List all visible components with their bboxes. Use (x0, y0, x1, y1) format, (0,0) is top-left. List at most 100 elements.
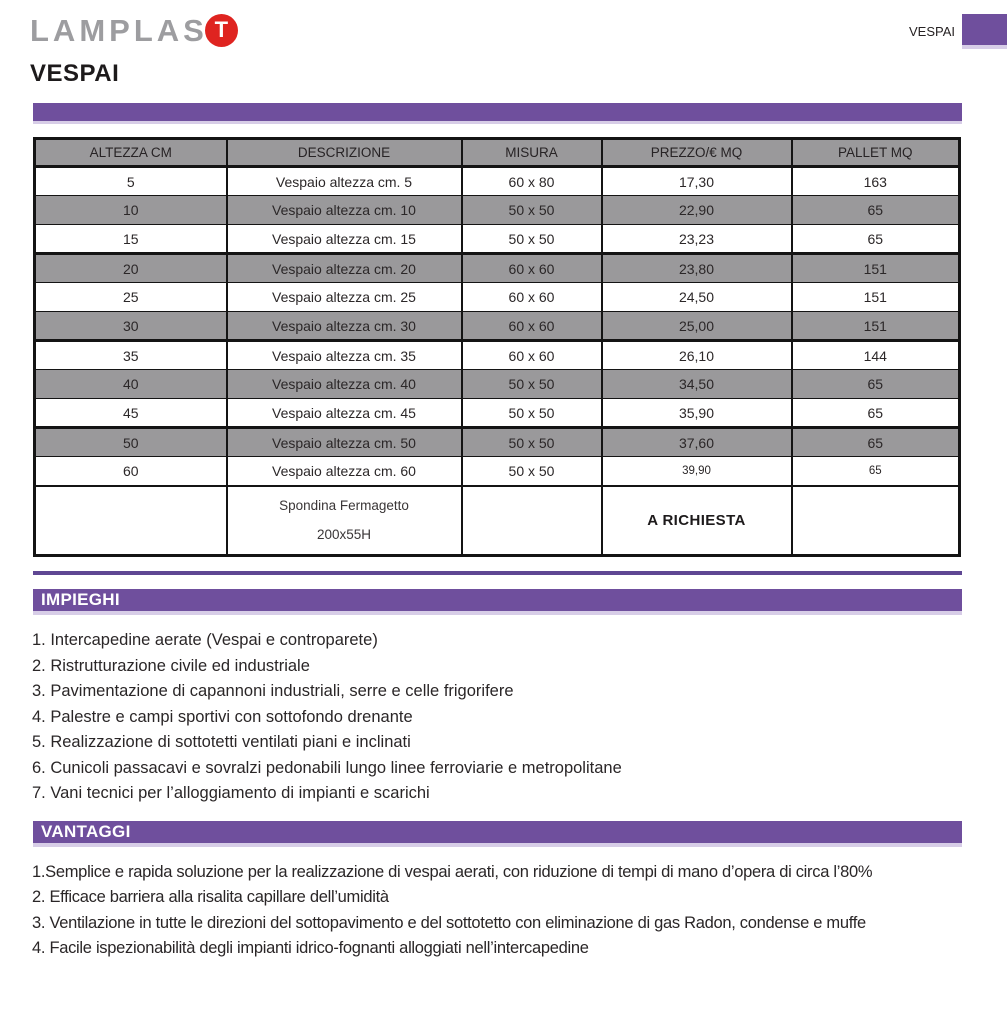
cell-prezzo: 26,10 (600, 339, 793, 370)
spondina-line2: 200x55H (316, 527, 372, 543)
table-row: 10 Vespaio altezza cm. 10 50 x 50 22,90 65 (33, 195, 961, 225)
cell-pallet: 65 (790, 456, 961, 486)
cell-prezzo: 25,00 (600, 311, 793, 341)
table-row: 5 Vespaio altezza cm. 5 60 x 80 17,30 163 (33, 166, 961, 196)
cell-misura: 50 x 50 (460, 456, 603, 486)
cell-altezza: 25 (33, 282, 228, 312)
table-row: 40 Vespaio altezza cm. 40 50 x 50 34,50 65 (33, 369, 961, 399)
cell-pallet: 65 (790, 369, 961, 399)
cell-misura: 50 x 50 (460, 224, 603, 254)
price-table: ALTEZZA CM DESCRIZIONE MISURA PREZZO/€ MQ PA… (33, 137, 961, 557)
cell-pallet: 151 (790, 252, 961, 283)
cell-descrizione: Vespaio altezza cm. 20 (225, 252, 463, 283)
cell-prezzo: 17,30 (600, 166, 793, 196)
impieghi-header-bar: IMPIEGHI (33, 589, 962, 615)
cell-descrizione: Vespaio altezza cm. 5 (225, 166, 463, 196)
logo-t-badge-icon: T (204, 13, 238, 47)
cell-descrizione: Vespaio altezza cm. 40 (225, 369, 463, 399)
list-item: 3. Ventilazione in tutte le direzioni de… (32, 913, 866, 932)
cell-altezza: 15 (33, 224, 228, 254)
table-row: 20 Vespaio altezza cm. 20 60 x 60 23,80 151 (33, 252, 961, 283)
page-corner-tab: VESPAI (909, 14, 1007, 49)
column-header: PALLET MQ (790, 137, 961, 168)
cell-prezzo: 24,50 (600, 282, 793, 312)
vantaggi-title: VANTAGGI (41, 821, 131, 841)
vantaggi-list: 1.Semplice e rapida soluzione per la rea… (32, 860, 997, 962)
cell-prezzo: 23,80 (600, 252, 793, 283)
cell-descrizione: Vespaio altezza cm. 30 (225, 311, 463, 341)
cell-descrizione: Vespaio altezza cm. 60 (225, 456, 463, 486)
cell-pallet: 151 (790, 311, 961, 341)
table-header-row: ALTEZZA CM DESCRIZIONE MISURA PREZZO/€ MQ PA… (33, 137, 961, 168)
vantaggi-header-bar: VANTAGGI (33, 820, 962, 847)
cell-descrizione-spondina: Spondina Fermagetto 200x55H (225, 484, 463, 556)
table-row: 30 Vespaio altezza cm. 30 60 x 60 25,00 151 (33, 311, 961, 341)
table-row-spondina: Spondina Fermagetto 200x55H A RICHIESTA (33, 484, 961, 556)
a-richiesta-label: A RICHIESTA (647, 511, 746, 529)
cell-pallet-empty (790, 484, 961, 556)
cell-misura: 50 x 50 (460, 369, 603, 399)
list-item: 4. Facile ispezionabilità degli impianti… (32, 939, 589, 957)
cell-altezza: 10 (33, 195, 228, 225)
cell-altezza: 50 (33, 426, 228, 457)
spondina-line1: Spondina Fermagetto (279, 497, 409, 513)
table-row: 25 Vespaio altezza cm. 25 60 x 60 24,50 151 (33, 282, 961, 312)
cell-altezza: 40 (33, 369, 228, 399)
cell-descrizione: Vespaio altezza cm. 15 (225, 224, 463, 254)
section-divider-rule (33, 571, 962, 575)
cell-misura: 60 x 60 (460, 282, 603, 312)
cell-descrizione: Vespaio altezza cm. 25 (225, 282, 463, 312)
cell-pallet: 65 (790, 426, 961, 457)
cell-misura: 60 x 80 (460, 166, 603, 196)
cell-misura: 50 x 50 (460, 426, 603, 457)
title-underline-bar (33, 103, 962, 124)
cell-prezzo-spondina: A RICHIESTA (600, 484, 793, 556)
impieghi-list: 1. Intercapedine aerate (Vespai e contro… (32, 628, 997, 807)
table-row: 50 Vespaio altezza cm. 50 50 x 50 37,60 65 (33, 426, 961, 457)
cell-prezzo: 23,23 (600, 224, 793, 254)
cell-misura: 50 x 50 (460, 195, 603, 225)
cell-altezza: 5 (33, 166, 228, 196)
list-item: 2. Ristrutturazione civile ed industrial… (32, 656, 310, 675)
cell-descrizione: Vespaio altezza cm. 45 (225, 398, 463, 428)
list-item: 1. Intercapedine aerate (Vespai e contro… (32, 631, 378, 649)
cell-altezza: 35 (33, 339, 228, 370)
logo-wordmark: LAMPLAS (30, 13, 208, 48)
corner-purple-box (962, 14, 1007, 49)
list-item: 4. Palestre e campi sportivi con sottofo… (32, 707, 413, 726)
cell-altezza: 60 (33, 456, 228, 486)
cell-misura: 60 x 60 (460, 252, 603, 283)
lamplast-logo: LAMPLAS T (30, 13, 238, 48)
table-row: 60 Vespaio altezza cm. 60 50 x 50 39,90 65 (33, 456, 961, 486)
cell-misura: 60 x 60 (460, 311, 603, 341)
cell-descrizione: Vespaio altezza cm. 10 (225, 195, 463, 225)
cell-pallet: 151 (790, 282, 961, 312)
impieghi-title: IMPIEGHI (41, 590, 120, 609)
column-header: MISURA (460, 137, 603, 168)
cell-prezzo: 34,50 (600, 369, 793, 399)
cell-prezzo: 39,90 (600, 456, 793, 486)
cell-pallet: 144 (790, 339, 961, 370)
cell-prezzo: 22,90 (600, 195, 793, 225)
cell-pallet: 163 (790, 166, 961, 196)
table-row: 45 Vespaio altezza cm. 45 50 x 50 35,90 65 (33, 398, 961, 428)
cell-altezza: 20 (33, 252, 228, 283)
cell-misura: 60 x 60 (460, 339, 603, 370)
list-item: 5. Realizzazione di sottotetti ventilati… (32, 733, 411, 751)
corner-label: VESPAI (908, 24, 955, 39)
page-title: VESPAI (30, 60, 120, 87)
table-row: 15 Vespaio altezza cm. 15 50 x 50 23,23 65 (33, 224, 961, 254)
cell-altezza: 45 (33, 398, 228, 428)
cell-misura-empty (460, 484, 603, 556)
cell-altezza: 30 (33, 311, 228, 341)
cell-prezzo: 35,90 (600, 398, 793, 428)
cell-prezzo: 37,60 (600, 426, 793, 457)
cell-pallet: 65 (790, 224, 961, 254)
cell-altezza-empty (33, 484, 228, 556)
list-item: 3. Pavimentazione di capannoni industria… (32, 682, 514, 700)
cell-pallet: 65 (790, 195, 961, 225)
cell-pallet: 65 (790, 398, 961, 428)
column-header: PREZZO/€ MQ (600, 137, 793, 168)
top-bar: LAMPLAS T VESPAI (0, 0, 1007, 49)
